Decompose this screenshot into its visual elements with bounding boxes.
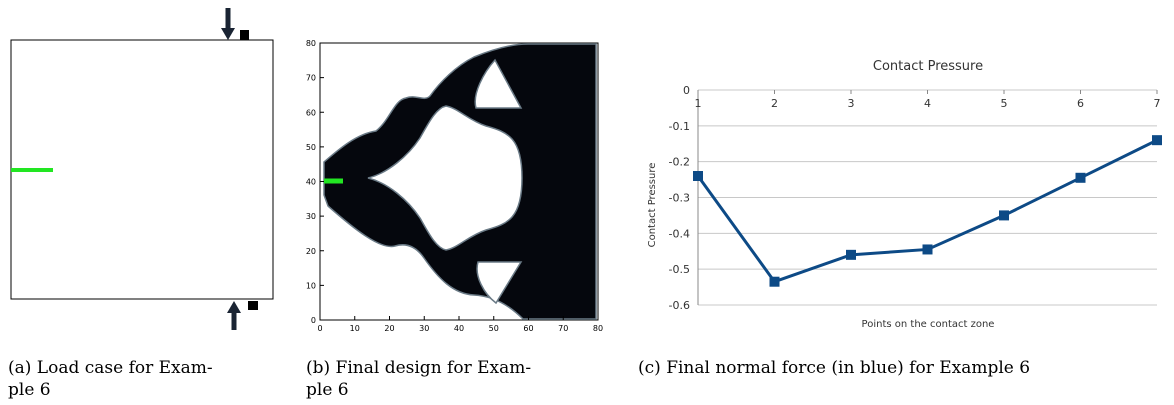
design-x-tick-label: 70 <box>558 324 568 333</box>
design-y-tick-label: 10 <box>306 281 316 290</box>
load-case-panel <box>0 0 290 332</box>
design-x-tick-label: 50 <box>489 324 499 333</box>
chart-x-tick-label: 6 <box>1077 97 1084 110</box>
chart-y-tick-label: -0.5 <box>669 263 690 276</box>
design-y-tick-label: 40 <box>306 178 316 187</box>
lower-hole <box>476 261 523 305</box>
caption-b: (b) Final design for Exam- ple 6 <box>306 357 606 401</box>
contact-pressure-point <box>1075 172 1086 183</box>
design-y-tick-label: 0 <box>311 316 316 325</box>
design-y-tick-label: 20 <box>306 247 316 256</box>
bottom-arrow-head <box>227 301 241 313</box>
central-void <box>367 105 523 251</box>
chart-y-tick-label: -0.2 <box>669 156 690 169</box>
contact-pressure-point <box>1152 135 1162 146</box>
chart-x-tick-label: 1 <box>695 97 702 110</box>
contact-pressure-chart: Contact Pressure Points on the contact z… <box>647 59 1162 330</box>
contact-pressure-point <box>769 276 780 287</box>
load-case-figure <box>10 8 274 332</box>
chart-y-tick-label: 0 <box>683 84 690 97</box>
chart-x-tick-label: 4 <box>924 97 931 110</box>
final-design-panel: 0 10 20 30 40 50 60 70 80 0 10 20 30 40 50 60 70 80 <box>298 38 608 338</box>
chart-x-tick-label: 3 <box>848 97 855 110</box>
chart-x-tick-label: 2 <box>771 97 778 110</box>
contact-pressure-panel: Contact Pressure Points on the contact z… <box>630 50 1170 340</box>
x-axis-label: Points on the contact zone <box>862 319 995 330</box>
chart-y-tick-label: -0.3 <box>669 192 690 205</box>
design-y-tick-label: 30 <box>306 212 316 221</box>
chart-y-tick-label: -0.1 <box>669 120 690 133</box>
domain-box <box>10 39 274 300</box>
caption-c-line1: (c) Final normal force (in blue) for Exa… <box>638 358 1031 378</box>
design-y-tick-label: 70 <box>306 74 316 83</box>
design-y-tick-label: 60 <box>306 108 316 117</box>
chart-y-tick-label: -0.6 <box>669 299 690 312</box>
caption-b-line1: (b) Final design for Exam- <box>306 358 532 378</box>
chart-x-tick-label: 5 <box>1001 97 1008 110</box>
contact-pressure-point <box>999 210 1009 221</box>
bottom-support <box>248 301 258 310</box>
design-y-tick-label: 50 <box>306 143 316 152</box>
contact-pressure-point <box>846 249 856 260</box>
chart-y-tick-label: -0.4 <box>669 227 690 240</box>
final-design-figure: 0 10 20 30 40 50 60 70 80 0 10 20 30 40 50 60 70 80 <box>306 39 603 333</box>
design-x-tick-label: 80 <box>593 324 603 333</box>
caption-a-line1: (a) Load case for Exam- <box>8 358 213 378</box>
design-x-tick-label: 60 <box>523 324 533 333</box>
chart-x-tick-label: 7 <box>1154 97 1161 110</box>
contact-pressure-point <box>693 171 703 181</box>
design-x-tick-label: 10 <box>350 324 360 333</box>
caption-c: (c) Final normal force (in blue) for Exa… <box>638 357 1174 379</box>
contact-pressure-point <box>922 244 933 255</box>
chart-title: Contact Pressure <box>873 59 983 74</box>
design-y-tick-label: 80 <box>306 39 316 48</box>
caption-a-line2: ple 6 <box>8 380 51 400</box>
top-support <box>240 30 249 40</box>
design-x-tick-label: 20 <box>384 324 394 333</box>
upper-hole <box>474 58 523 109</box>
caption-b-line2: ple 6 <box>306 380 349 400</box>
design-x-tick-label: 0 <box>317 324 322 333</box>
design-x-tick-label: 30 <box>419 324 429 333</box>
design-x-tick-label: 40 <box>454 324 464 333</box>
y-axis-label: Contact Pressure <box>647 163 658 248</box>
caption-a: (a) Load case for Exam- ple 6 <box>8 357 293 401</box>
top-arrow-head <box>221 28 235 40</box>
